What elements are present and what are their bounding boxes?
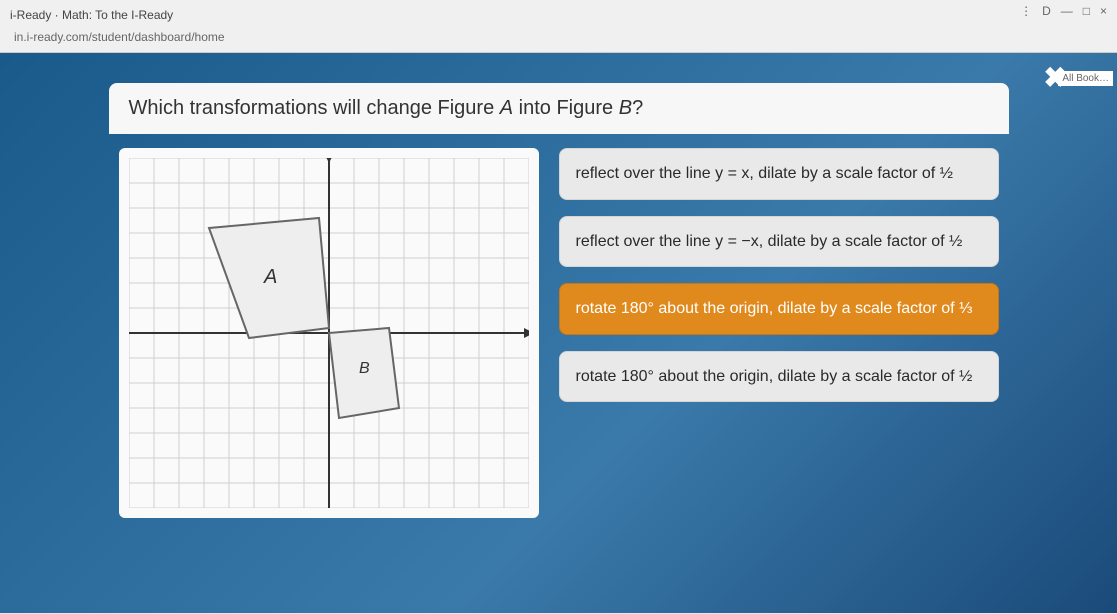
- answer-option-0[interactable]: reflect over the line y = x, dilate by a…: [559, 148, 999, 200]
- address-bar[interactable]: in.i-ready.com/student/dashboard/home: [10, 26, 1107, 48]
- answer-text: reflect over the line y = −x, dilate by …: [576, 233, 963, 250]
- coordinate-grid: A B: [129, 158, 529, 508]
- arrow-up-icon: [324, 158, 334, 163]
- answer-option-3[interactable]: rotate 180° about the origin, dilate by …: [559, 351, 999, 403]
- tab-title[interactable]: i-Ready · Math: To the I-Ready: [10, 8, 173, 22]
- answer-option-2[interactable]: rotate 180° about the origin, dilate by …: [559, 283, 999, 335]
- question-text-post: ?: [632, 97, 643, 119]
- maximize-button[interactable]: □: [1083, 4, 1090, 18]
- url-text: in.i-ready.com/student/dashboard/home: [14, 30, 225, 44]
- figure-box: A B: [119, 148, 539, 518]
- question-body: A B reflect over the line y = x, dilate …: [109, 134, 1009, 532]
- answer-text: rotate 180° about the origin, dilate by …: [576, 300, 973, 317]
- figure-a-label: A: [500, 97, 513, 119]
- answer-text: reflect over the line y = x, dilate by a…: [576, 165, 954, 182]
- shape-b-label: B: [359, 360, 370, 377]
- question-text-pre: Which transformations will change Figure: [129, 97, 500, 119]
- minimize-button[interactable]: —: [1061, 4, 1073, 18]
- question-panel: Which transformations will change Figure…: [109, 83, 1009, 532]
- browser-chrome: i-Ready · Math: To the I-Ready in.i-read…: [0, 0, 1117, 53]
- ext-menu-icon[interactable]: ⋮: [1020, 4, 1032, 18]
- ext-label-d[interactable]: D: [1042, 4, 1051, 18]
- arrow-right-icon: [524, 328, 529, 338]
- shape-a-label: A: [263, 266, 277, 288]
- answer-text: rotate 180° about the origin, dilate by …: [576, 368, 973, 385]
- answer-option-1[interactable]: reflect over the line y = −x, dilate by …: [559, 216, 999, 268]
- window-controls: ⋮ D — □ ×: [1020, 4, 1107, 18]
- figure-b-label: B: [619, 97, 632, 119]
- question-header: Which transformations will change Figure…: [109, 83, 1009, 134]
- window-close-button[interactable]: ×: [1100, 4, 1107, 18]
- bookmark-label[interactable]: All Book…: [1058, 71, 1113, 86]
- lesson-modal: ✖ All Book… Which transformations will c…: [0, 53, 1117, 613]
- question-text-mid: into Figure: [513, 97, 619, 119]
- tab-bar: i-Ready · Math: To the I-Ready: [10, 4, 1107, 26]
- answers-column: reflect over the line y = x, dilate by a…: [559, 148, 999, 518]
